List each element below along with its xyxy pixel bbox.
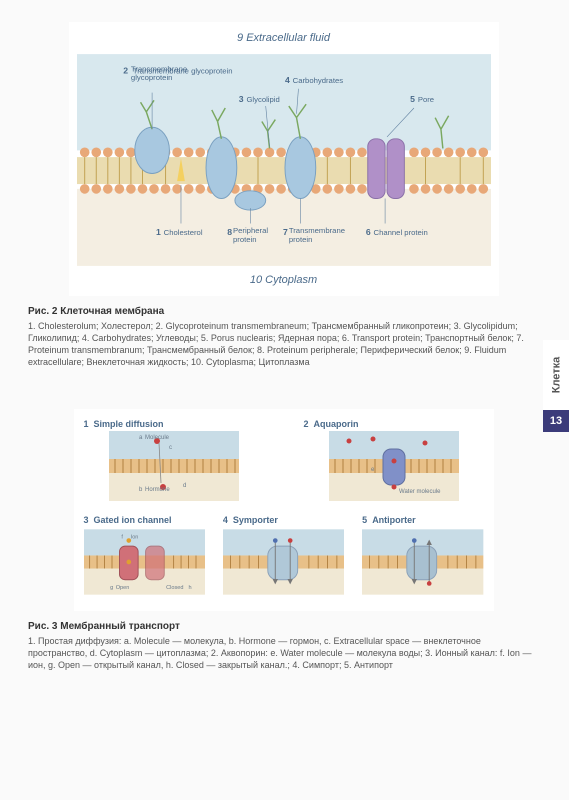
label-6-num: 6 — [365, 227, 370, 237]
aquaporin-diagram: e Water molecule — [304, 431, 484, 501]
symporter-diagram — [223, 527, 344, 597]
svg-text:Closed: Closed — [166, 585, 183, 591]
label-5: Pore — [417, 95, 433, 104]
fig2-top-label: 9 Extracellular fluid — [77, 32, 491, 44]
panel-simple-diffusion: 1 Simple diffusion a Molecule c b Hormon… — [84, 419, 264, 501]
side-tab-label: Клетка — [550, 357, 562, 394]
figure-3-transport: 1 Simple diffusion a Molecule c b Hormon… — [74, 409, 494, 611]
svg-text:d: d — [183, 483, 186, 489]
label-6: Channel protein — [373, 228, 427, 237]
label-7-num: 7 — [283, 227, 288, 237]
svg-text:g: g — [110, 585, 113, 591]
label-3-num: 3 — [238, 94, 243, 104]
svg-text:Molecule: Molecule — [145, 435, 170, 441]
transmembrane-protein-1 — [206, 137, 237, 199]
label-4: Carbohydrates — [292, 76, 343, 85]
svg-text:Hormone: Hormone — [145, 487, 170, 493]
panel-antiporter: 5 Antiporter — [362, 515, 483, 597]
svg-text:c: c — [169, 445, 172, 451]
svg-text:Ion: Ion — [130, 534, 138, 540]
label-2-num: 2 — [123, 65, 128, 75]
membrane-diagram: 2 Transmembrane glycoprotein Transmembra… — [77, 50, 491, 270]
label-3: Glycolipid — [246, 95, 279, 104]
transmembrane-protein-2 — [284, 137, 315, 199]
label-4-num: 4 — [284, 75, 289, 85]
glycoprotein-1 — [134, 127, 169, 173]
panel-ion-channel: 3 Gated ion channel f Ion g Open Closed … — [84, 515, 205, 597]
label-1: Cholesterol — [163, 228, 202, 237]
page-number-text: 13 — [550, 415, 562, 427]
antiporter-diagram — [362, 527, 483, 597]
fig3-caption-title: Рис. 3 Мембранный транспорт — [28, 621, 539, 632]
label-1-num: 1 — [155, 227, 160, 237]
panel-symporter: 4 Symporter — [223, 515, 344, 597]
page: Клетка 13 9 Extracellular fluid — [0, 0, 569, 800]
label-8-num: 8 — [227, 227, 232, 237]
ion-channel-diagram: f Ion g Open Closed h — [84, 527, 205, 597]
label-5-num: 5 — [410, 94, 415, 104]
fig2-bottom-label: 10 Cytoplasm — [77, 274, 491, 286]
peripheral-protein — [234, 191, 265, 210]
svg-text:Open: Open — [115, 585, 129, 591]
fig3-caption-body: 1. Простая диффузия: a. Molecule — молек… — [28, 635, 539, 671]
fig2-caption-title: Рис. 2 Клеточная мембрана — [28, 306, 539, 317]
panel-aquaporin: 2 Aquaporin e Water molecule — [304, 419, 484, 501]
page-number: 13 — [543, 410, 569, 432]
svg-text:h: h — [188, 585, 191, 591]
fig2-caption-body: 1. Cholesterolum; Холестерол; 2. Glycopr… — [28, 320, 539, 369]
diffusion-diagram: a Molecule c b Hormone d — [84, 431, 264, 501]
figure-2-membrane: 9 Extracellular fluid — [69, 22, 499, 296]
svg-text:Water molecule: Water molecule — [399, 489, 441, 495]
side-tab: Клетка — [543, 340, 569, 410]
